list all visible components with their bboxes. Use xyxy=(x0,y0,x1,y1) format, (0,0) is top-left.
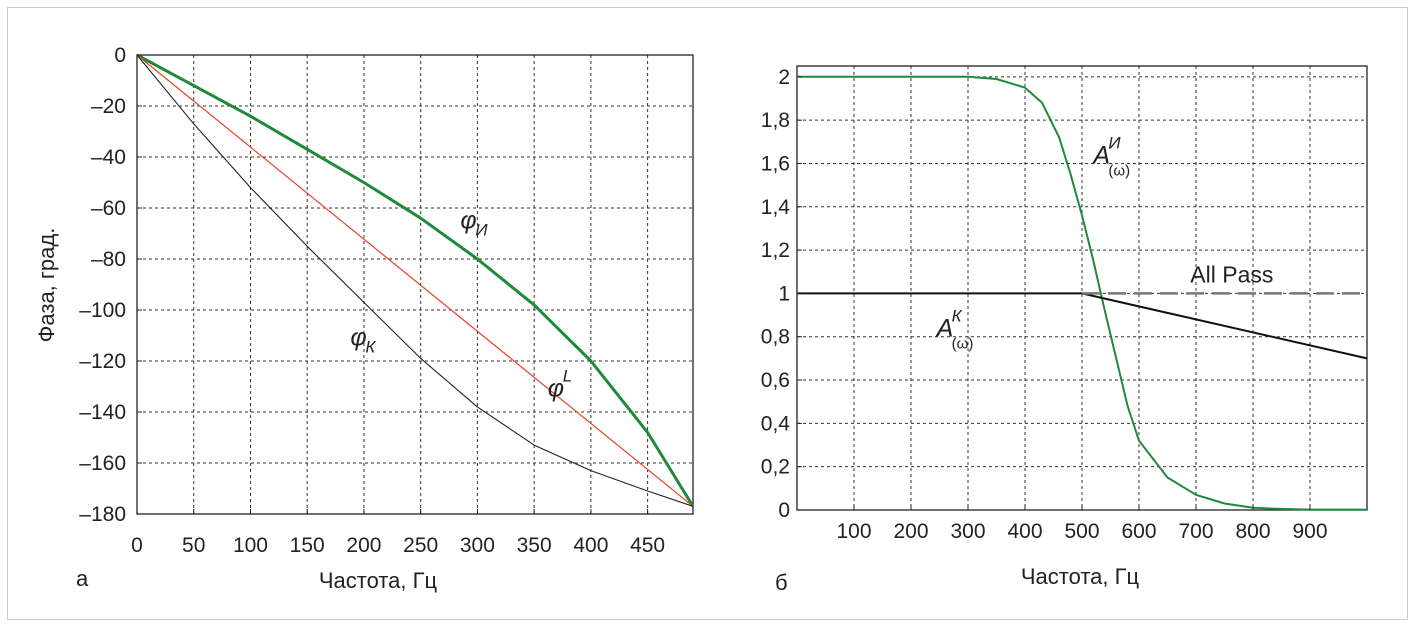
y-tick-label: 1,4 xyxy=(761,196,791,219)
y-tick-label: 0 xyxy=(778,499,790,522)
x-tick-label: 300 xyxy=(950,520,985,543)
series-line-phi-i xyxy=(136,53,695,508)
y-tick-label: 0,8 xyxy=(761,326,790,349)
y-tick-label: 0,2 xyxy=(761,456,790,479)
svg-text:К: К xyxy=(365,338,376,357)
y-tick-label: –20 xyxy=(91,95,126,118)
x-tick-label: 0 xyxy=(131,534,143,557)
y-tick-label: –40 xyxy=(91,146,126,169)
svg-text:A: A xyxy=(935,315,954,343)
x-tick-label: 700 xyxy=(1178,520,1213,543)
y-tick-label: 1,8 xyxy=(761,109,790,132)
series-line-phi-l xyxy=(136,54,694,507)
x-axis-title: Частота, Гц xyxy=(319,568,438,593)
y-tick-label: 0 xyxy=(114,44,126,67)
y-tick-label: –140 xyxy=(79,401,126,424)
svg-text:φ: φ xyxy=(350,324,366,352)
annotation-phi-i-label: φИ xyxy=(460,206,488,239)
svg-text:И: И xyxy=(1108,133,1121,152)
y-tick-label: –120 xyxy=(79,350,126,373)
svg-text:(ω): (ω) xyxy=(1108,162,1130,179)
x-tick-label: 350 xyxy=(517,534,552,557)
svg-text:К: К xyxy=(952,307,963,326)
x-tick-label: 800 xyxy=(1235,520,1270,543)
y-tick-label: 1,6 xyxy=(761,152,790,175)
x-tick-label: 400 xyxy=(1007,520,1042,543)
panel-letter: б xyxy=(775,570,788,595)
y-tick-label: 0,6 xyxy=(761,369,790,392)
y-tick-label: 1,2 xyxy=(761,239,790,262)
x-tick-label: 150 xyxy=(290,534,325,557)
annotation-phi-k-label: φК xyxy=(350,324,376,357)
annotation-a-k-label: AК (ω) xyxy=(935,307,974,353)
x-tick-label: 100 xyxy=(836,520,871,543)
y-tick-label: –80 xyxy=(91,248,126,271)
svg-text:L: L xyxy=(563,367,572,386)
annotation-a-i-label: AИ (ω) xyxy=(1091,133,1130,179)
series-line-a-i xyxy=(797,75,1367,511)
annotation-all-pass-label: All Pass xyxy=(1190,262,1273,288)
x-tick-label: 100 xyxy=(233,534,268,557)
svg-text:φ: φ xyxy=(460,206,476,234)
x-tick-label: 50 xyxy=(182,534,205,557)
x-tick-label: 300 xyxy=(460,534,495,557)
svg-text:A: A xyxy=(1091,141,1110,169)
svg-text:И: И xyxy=(475,220,488,239)
y-tick-label: –100 xyxy=(79,299,126,322)
y-tick-label: 2 xyxy=(778,66,790,89)
y-axis-title: Фаза, град. xyxy=(34,228,59,343)
y-tick-label: 1 xyxy=(778,282,790,305)
chart-phase: 0 50 100 150 200 250 300 350 400 450 0 –20 –40 –60 –80… xyxy=(34,44,695,593)
x-tick-label: 200 xyxy=(346,534,381,557)
x-tick-label: 500 xyxy=(1064,520,1099,543)
plot-frame xyxy=(136,54,694,515)
series-line-phi-k xyxy=(136,54,694,507)
svg-text:(ω): (ω) xyxy=(952,336,974,353)
y-tick-label: –160 xyxy=(79,452,126,475)
y-tick-label: –60 xyxy=(91,197,126,220)
x-axis-title: Частота, Гц xyxy=(1021,564,1140,589)
panel-letter: а xyxy=(76,566,89,591)
svg-text:φ: φ xyxy=(548,375,564,403)
y-tick-label: 0,4 xyxy=(761,412,791,435)
x-tick-label: 600 xyxy=(1121,520,1156,543)
x-tick-label: 200 xyxy=(893,520,928,543)
x-tick-label: 400 xyxy=(573,534,608,557)
annotation-phi-l-label: φL xyxy=(548,367,572,403)
x-tick-label: 900 xyxy=(1292,520,1327,543)
x-tick-label: 250 xyxy=(403,534,438,557)
figure-frame xyxy=(7,7,1408,620)
x-tick-label: 450 xyxy=(630,534,665,557)
y-tick-label: –180 xyxy=(79,503,126,526)
